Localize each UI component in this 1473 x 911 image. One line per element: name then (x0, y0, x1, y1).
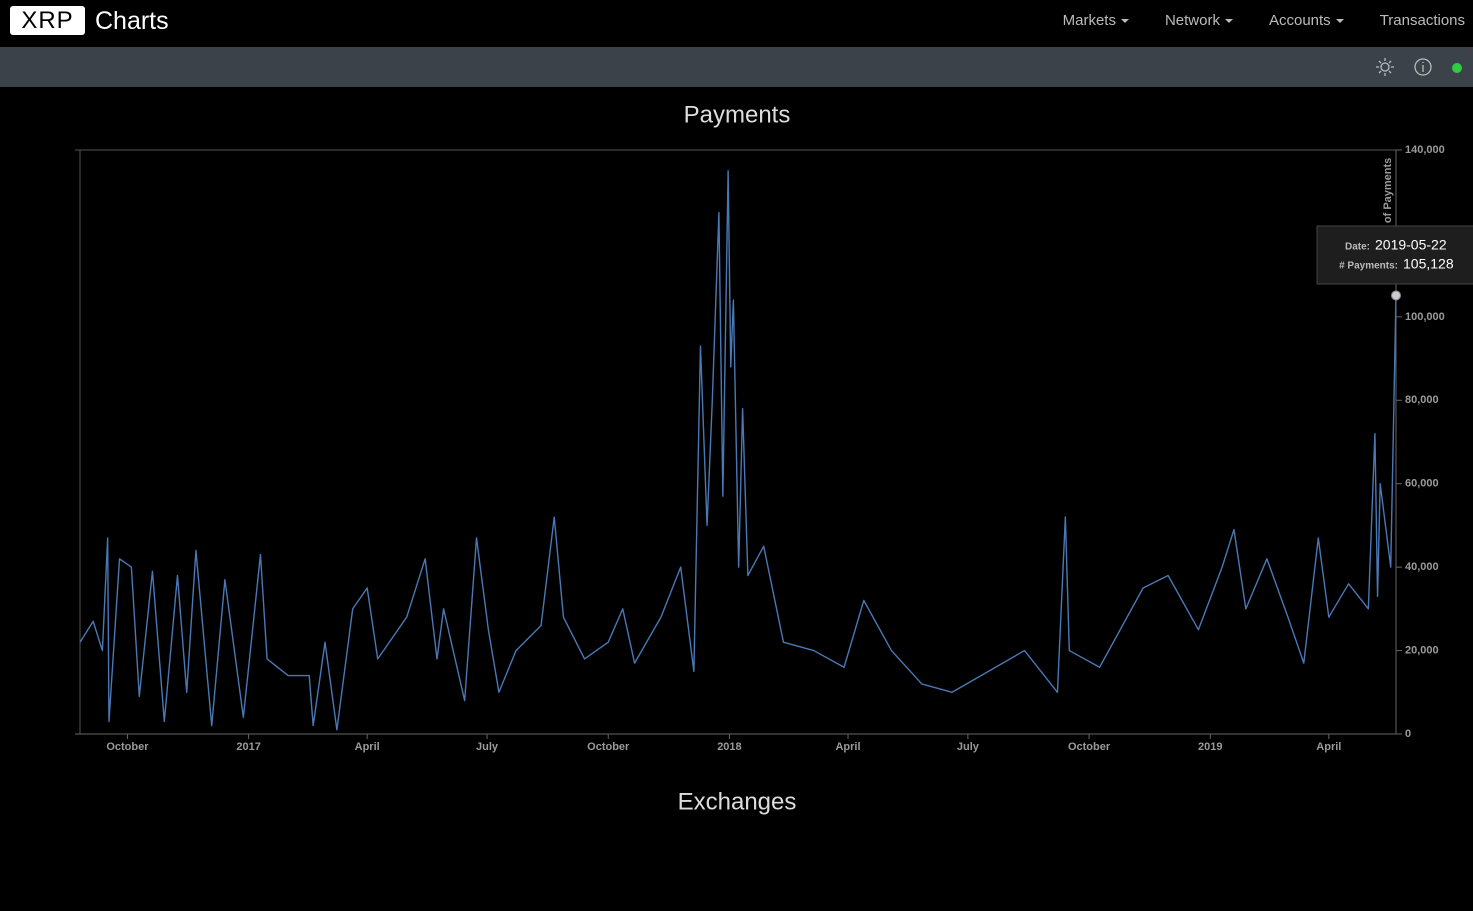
menu-label[interactable]: Network (1164, 12, 1220, 29)
tooltip-value-label: # Payments: (1339, 261, 1398, 272)
y-tick-label: 60,000 (1405, 478, 1439, 490)
info-icon[interactable] (1414, 58, 1432, 76)
tooltip-date: 2019-05-22 (1375, 237, 1447, 253)
toolbar-icons (1376, 58, 1462, 76)
section-title: Exchanges (678, 788, 797, 815)
tooltip-box (1316, 225, 1473, 285)
x-tick-label: July (476, 741, 499, 753)
caret (1335, 19, 1344, 24)
series-line (79, 170, 1397, 731)
menu-label[interactable]: Accounts (1268, 12, 1331, 29)
menu-label[interactable]: Transactions (1379, 12, 1465, 29)
y-tick-label: 20,000 (1405, 644, 1439, 656)
hover-marker (1391, 290, 1401, 301)
x-tick-label: July (957, 741, 980, 753)
toolbar (0, 47, 1473, 87)
page: {"nav": {"logo": "XRP", "brand": "Charts… (0, 0, 1473, 816)
y-tick-label: 0 (1405, 728, 1411, 740)
menu-item[interactable]: Network (1165, 0, 1233, 42)
y-tick-label: 140,000 (1405, 144, 1445, 156)
brand[interactable]: Charts (95, 7, 169, 35)
x-tick-label: 2017 (236, 741, 260, 753)
y-tick-label: 100,000 (1405, 311, 1445, 323)
menu-label[interactable]: Markets (1062, 12, 1116, 29)
x-tick-label: October (1068, 741, 1111, 753)
chart: Payments Exchanges 0 20,000 40,000 60,000 80… (75, 101, 1473, 815)
tooltip-date-label: Date: (1345, 242, 1370, 253)
x-tick-label: April (1316, 741, 1341, 753)
x-tick-label: 2018 (717, 741, 741, 753)
navbar: XRP Charts Markets Network Accounts Transac… (0, 0, 1473, 47)
menu-item[interactable]: Transactions (1380, 0, 1465, 42)
x-tick-label: October (106, 741, 149, 753)
menu-item[interactable]: Markets (1063, 0, 1129, 42)
chart-title: Payments (684, 101, 791, 128)
tooltip-value: 105,128 (1403, 256, 1454, 272)
y-tick-label: 40,000 (1405, 561, 1439, 573)
theme-icon[interactable] (1376, 58, 1394, 76)
x-tick-label: October (587, 741, 630, 753)
caret (1224, 19, 1233, 24)
logo[interactable]: XRP (10, 6, 85, 35)
menu-item[interactable]: Accounts (1269, 0, 1344, 42)
x-tick-label: April (835, 741, 860, 753)
x-tick-label: April (355, 741, 380, 753)
x-tick-label: 2019 (1198, 741, 1222, 753)
caret (1120, 19, 1129, 24)
menu: Markets Network Accounts Transactions (1027, 0, 1465, 42)
y-axis-label: # of Payments (1382, 158, 1394, 233)
y-tick-label: 80,000 (1405, 394, 1439, 406)
tooltip: Date: 2019-05-22 # Payments: 105,128 (1316, 225, 1473, 285)
status-dot (1452, 63, 1462, 73)
